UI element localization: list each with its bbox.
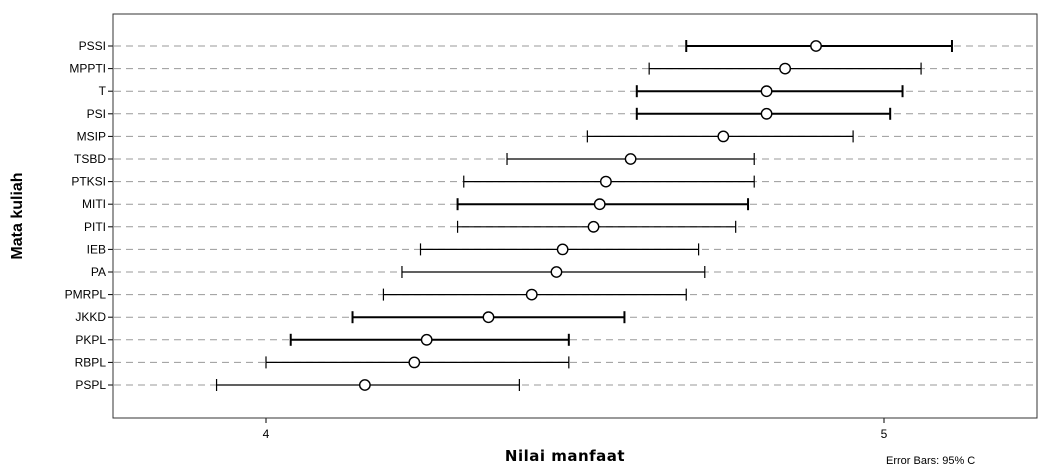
error-bar-pmrpl: [382, 288, 687, 301]
mean-marker-pmrpl: [525, 288, 538, 301]
error-bar-jkkd: [351, 311, 626, 324]
y-tick-label-pmrpl: PMRPL: [65, 288, 107, 302]
y-tick-label-ieb: IEB: [87, 242, 106, 256]
error-bar-pa: [401, 266, 706, 278]
mean-marker-rbpl: [408, 356, 421, 369]
y-tick-label-pa: PA: [91, 265, 106, 279]
error-bars: [215, 40, 953, 391]
error-bar-tsbd: [506, 153, 755, 165]
error-bar-miti: [456, 198, 750, 211]
y-tick-label-psi: PSI: [87, 107, 106, 121]
mean-marker-pkpl: [420, 333, 433, 346]
error-bars-footnote: Error Bars: 95% C: [886, 455, 975, 466]
mean-marker-miti: [593, 198, 606, 211]
y-tick-label-mppti: MPPTI: [69, 62, 106, 76]
y-tick-label-msip: MSIP: [77, 129, 106, 143]
x-tick-label-5: 5: [881, 427, 888, 441]
error-bar-mppti: [648, 62, 922, 75]
y-tick-label-jkkd: JKKD: [75, 310, 106, 324]
y-tick-label-pssi: PSSI: [79, 39, 106, 53]
mean-marker-psi: [760, 107, 773, 120]
error-bar-rbpl: [265, 356, 570, 369]
y-tick-label-t: T: [99, 84, 107, 98]
mean-marker-ieb: [556, 243, 569, 256]
error-bar-pkpl: [289, 333, 570, 346]
error-bar-psi: [635, 107, 892, 120]
error-bar-msip: [586, 130, 854, 143]
y-axis-ticks: PSSI MPPTI T PSI MSIP TSBD PTKSI MITI PITI IEB PA P…: [65, 39, 113, 392]
mean-marker-ptksi: [600, 175, 612, 188]
error-bar-pspl: [215, 379, 520, 391]
x-axis-label: Nilai manfaat: [505, 447, 625, 465]
mean-marker-tsbd: [624, 153, 637, 165]
y-tick-label-pkpl: PKPL: [75, 333, 106, 347]
mean-marker-piti: [587, 220, 600, 233]
error-bar-ptksi: [463, 175, 755, 188]
mean-marker-mppti: [779, 62, 792, 75]
y-axis-label: Mata kuliah: [9, 172, 26, 259]
y-tick-label-piti: PITI: [84, 220, 106, 234]
y-tick-label-ptksi: PTKSI: [71, 175, 106, 189]
plot-frame: [112, 13, 1038, 419]
mean-marker-pa: [550, 266, 563, 278]
y-tick-label-miti: MITI: [82, 197, 106, 211]
y-tick-label-rbpl: RBPL: [75, 355, 107, 369]
mean-marker-msip: [717, 130, 730, 143]
error-bar-t: [635, 85, 904, 98]
error-bar-ieb: [419, 243, 700, 256]
mean-marker-jkkd: [482, 311, 495, 324]
error-bar-piti: [456, 220, 737, 233]
mean-marker-pspl: [358, 379, 371, 391]
y-tick-label-tsbd: TSBD: [74, 152, 106, 166]
mean-marker-t: [760, 85, 773, 98]
mean-marker-pssi: [810, 40, 822, 52]
y-tick-label-pspl: PSPL: [75, 378, 106, 392]
error-bar-pssi: [685, 40, 953, 52]
x-tick-label-4: 4: [263, 427, 270, 441]
